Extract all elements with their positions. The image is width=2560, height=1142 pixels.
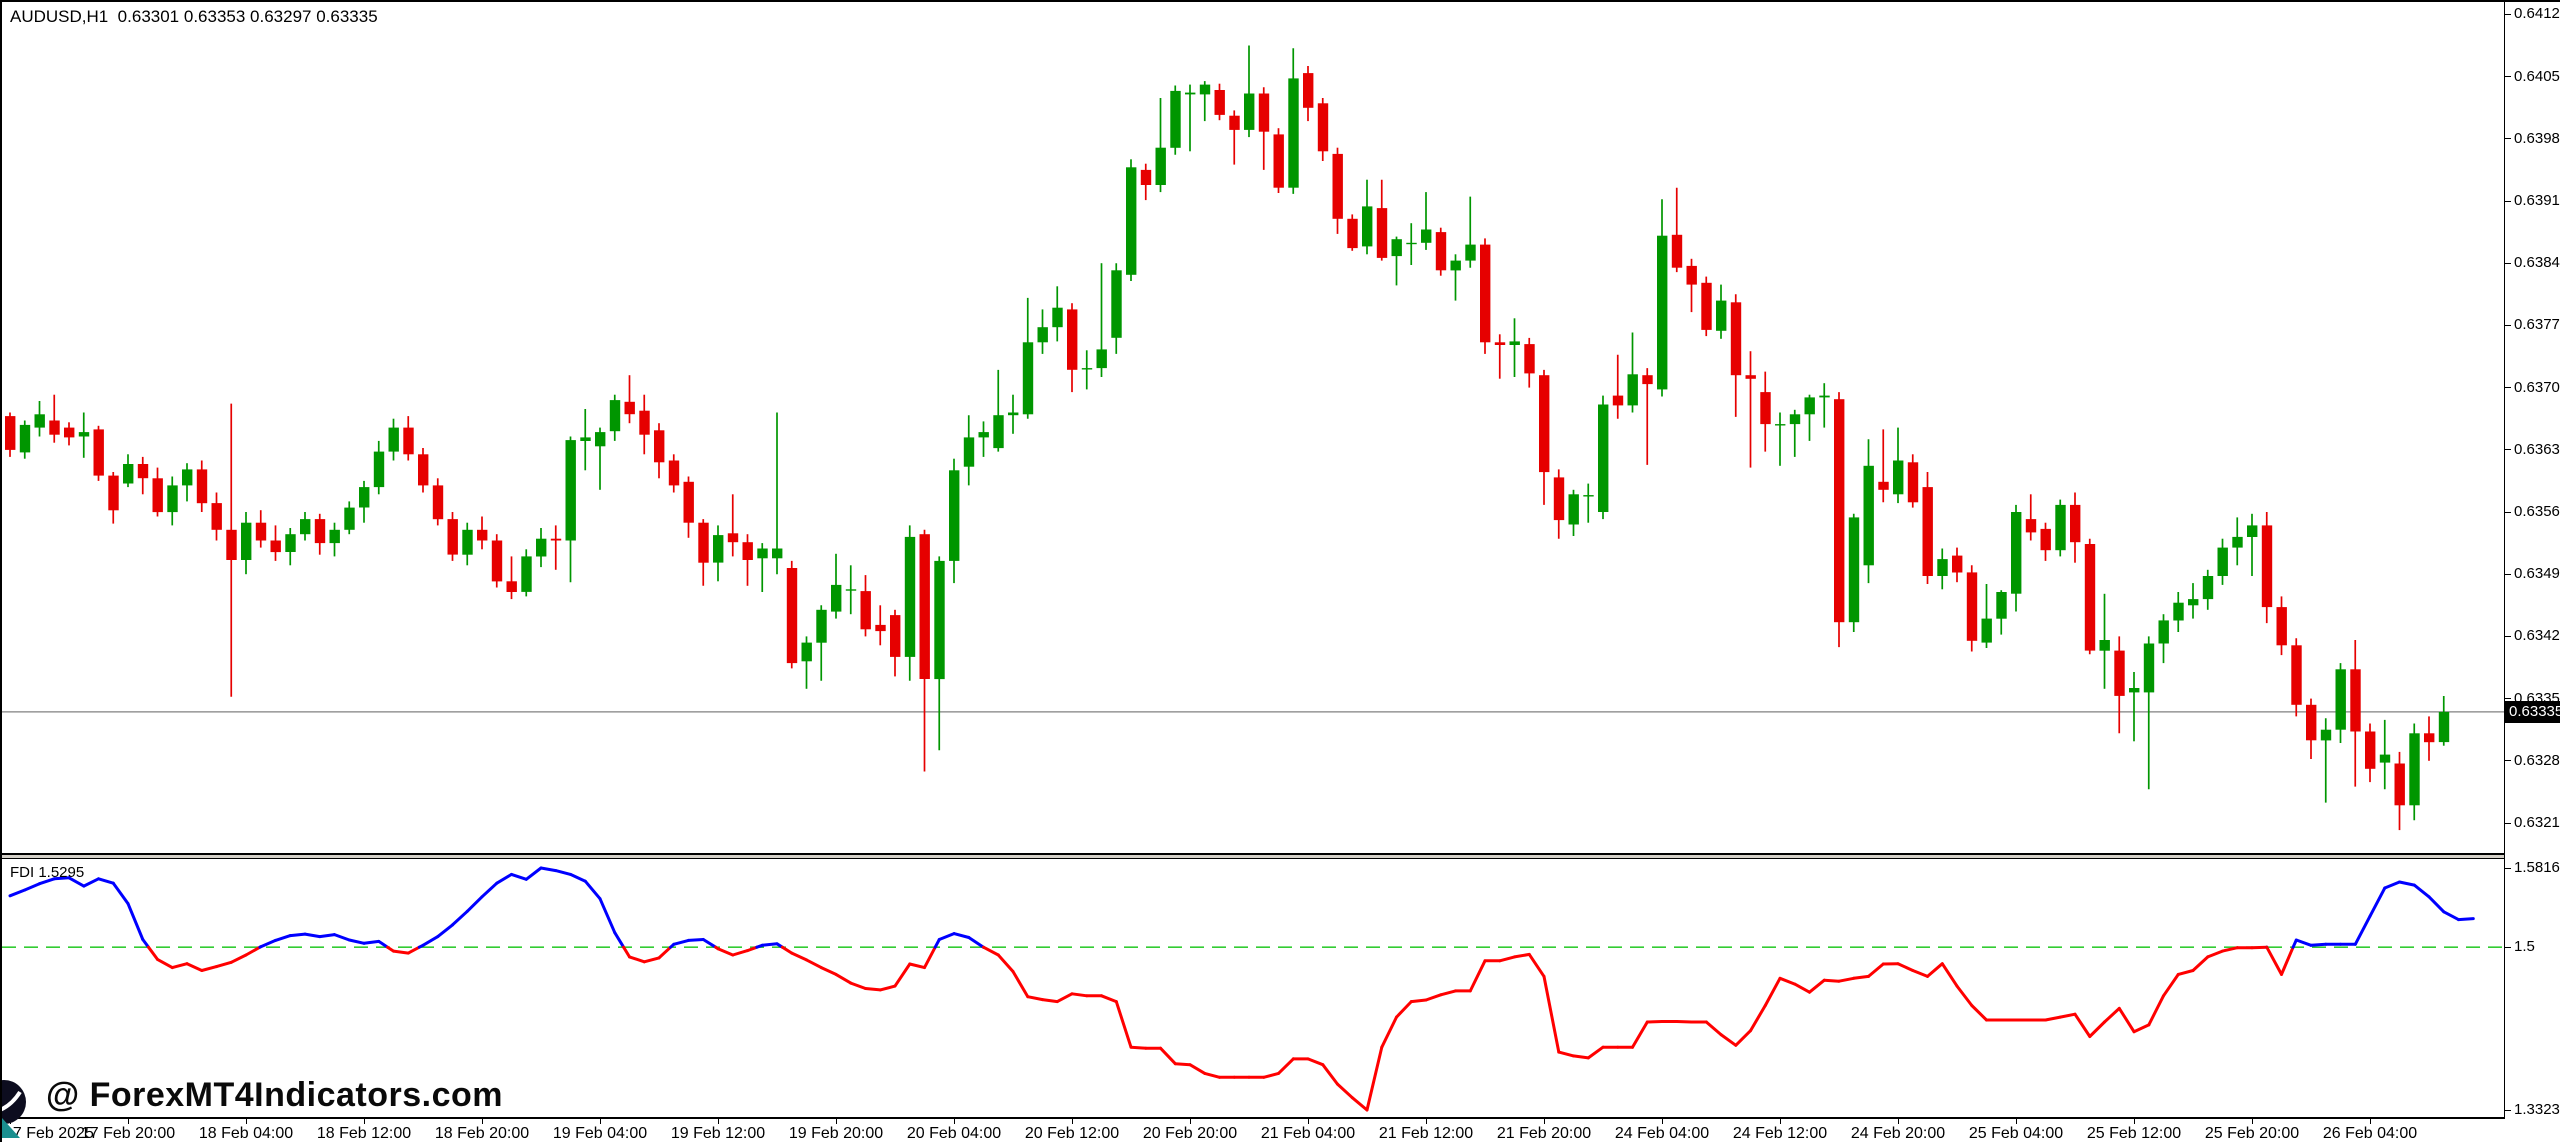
time-axis-label: 24 Feb 12:00 bbox=[1732, 1125, 1828, 1142]
time-axis-label: 21 Feb 20:00 bbox=[1496, 1125, 1592, 1142]
time-axis-label: 17 Feb 20:00 bbox=[80, 1125, 176, 1142]
time-axis-tick bbox=[2252, 1119, 2253, 1124]
ohlc-title: AUDUSD,H1 0.63301 0.63353 0.63297 0.6333… bbox=[10, 7, 378, 26]
indicator-axis-label: 1.5816 bbox=[2514, 859, 2560, 877]
time-axis[interactable]: 17 Feb 2025 17 Feb 20:00 18 Feb 04:00 18 Fe… bbox=[2, 1119, 2560, 1142]
price-axis-tick bbox=[2505, 76, 2511, 77]
indicator-canvas[interactable] bbox=[2, 859, 2504, 1117]
price-axis-tick bbox=[2505, 201, 2511, 202]
time-axis-label: 25 Feb 12:00 bbox=[2086, 1125, 2182, 1142]
time-axis-tick bbox=[954, 1119, 955, 1124]
indicator-axis-label: 1.5 bbox=[2514, 938, 2535, 956]
plot-right-border bbox=[2504, 2, 2505, 1119]
time-axis-label: 25 Feb 20:00 bbox=[2204, 1125, 2300, 1142]
price-axis-tick bbox=[2505, 263, 2511, 264]
price-axis-tick bbox=[2505, 574, 2511, 575]
time-axis-tick bbox=[1780, 1119, 1781, 1124]
time-axis-label: 25 Feb 04:00 bbox=[1968, 1125, 2064, 1142]
time-axis-tick bbox=[2016, 1119, 2017, 1124]
time-axis-tick bbox=[364, 1119, 365, 1124]
indicator-label: FDI 1.5295 bbox=[10, 864, 85, 881]
price-axis-tick bbox=[2505, 636, 2511, 637]
time-axis-label: 18 Feb 12:00 bbox=[316, 1125, 412, 1142]
time-axis-label: 20 Feb 20:00 bbox=[1142, 1125, 1238, 1142]
time-axis-tick bbox=[128, 1119, 129, 1124]
price-axis-tick bbox=[2505, 512, 2511, 513]
time-axis-label: 21 Feb 04:00 bbox=[1260, 1125, 1356, 1142]
price-axis-tick bbox=[2505, 325, 2511, 326]
price-axis-tick bbox=[2505, 823, 2511, 824]
time-axis-tick bbox=[482, 1119, 483, 1124]
time-axis-label: 18 Feb 20:00 bbox=[434, 1125, 530, 1142]
indicator-bottom-border bbox=[2, 1117, 2505, 1119]
time-axis-tick bbox=[1662, 1119, 1663, 1124]
indicator-axis-label: 1.3323 bbox=[2514, 1101, 2560, 1118]
time-axis-tick bbox=[1308, 1119, 1309, 1124]
price-axis-tick bbox=[2505, 138, 2511, 139]
price-axis-tick bbox=[2505, 387, 2511, 388]
time-axis-tick bbox=[1426, 1119, 1427, 1124]
time-axis-label: 17 Feb 2025 bbox=[4, 1125, 94, 1142]
indicator-axis[interactable]: 1.5816 1.5 1.3323 bbox=[2505, 859, 2560, 1118]
time-axis-tick bbox=[1190, 1119, 1191, 1124]
panel-divider[interactable] bbox=[2, 853, 2505, 859]
time-axis-tick bbox=[246, 1119, 247, 1124]
time-axis-label: 19 Feb 12:00 bbox=[670, 1125, 766, 1142]
time-axis-label: 19 Feb 20:00 bbox=[788, 1125, 884, 1142]
time-axis-label: 24 Feb 04:00 bbox=[1614, 1125, 1710, 1142]
time-axis-tick bbox=[836, 1119, 837, 1124]
time-axis-tick bbox=[600, 1119, 601, 1124]
time-axis-label: 19 Feb 04:00 bbox=[552, 1125, 648, 1142]
price-axis-label: 0.63210 bbox=[2514, 814, 2560, 831]
time-axis-tick bbox=[2134, 1119, 2135, 1124]
time-axis-label: 24 Feb 20:00 bbox=[1850, 1125, 1946, 1142]
time-axis-label: 26 Feb 04:00 bbox=[2322, 1125, 2418, 1142]
time-axis-tick bbox=[1544, 1119, 1545, 1124]
indicator-axis-tick bbox=[2505, 868, 2511, 869]
time-axis-tick bbox=[1898, 1119, 1899, 1124]
time-axis-label: 20 Feb 12:00 bbox=[1024, 1125, 1120, 1142]
time-axis-tick bbox=[718, 1119, 719, 1124]
time-axis-label: 21 Feb 12:00 bbox=[1378, 1125, 1474, 1142]
time-axis-tick bbox=[1072, 1119, 1073, 1124]
time-axis-label: 20 Feb 04:00 bbox=[906, 1125, 1002, 1142]
indicator-axis-tick bbox=[2505, 1110, 2511, 1111]
watermark-text: @ ForexMT4Indicators.com bbox=[46, 1076, 504, 1114]
time-axis-tick bbox=[2370, 1119, 2371, 1124]
time-axis-label: 18 Feb 04:00 bbox=[198, 1125, 294, 1142]
price-axis-tick bbox=[2505, 760, 2511, 761]
main-chart-canvas[interactable] bbox=[2, 2, 2504, 855]
current-price-badge: 0.63335 bbox=[2505, 701, 2560, 723]
price-axis-tick bbox=[2505, 14, 2511, 15]
price-axis-tick bbox=[2505, 698, 2511, 699]
indicator-axis-tick bbox=[2505, 947, 2511, 948]
watermark-logo-icon bbox=[2, 1080, 26, 1138]
price-axis-tick bbox=[2505, 449, 2511, 450]
